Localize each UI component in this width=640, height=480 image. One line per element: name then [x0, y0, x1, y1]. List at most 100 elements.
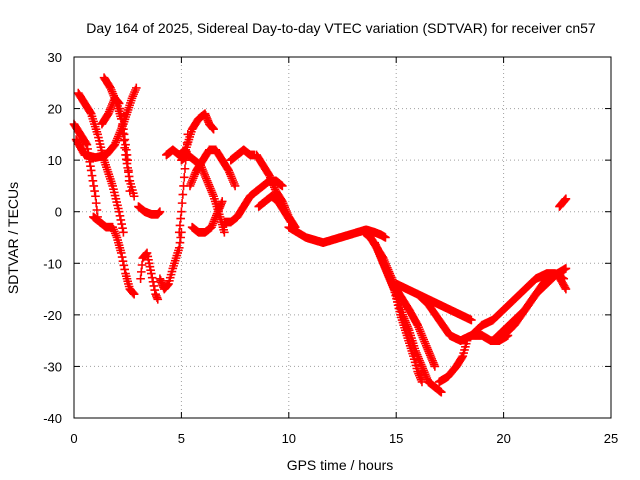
data-point: [129, 191, 139, 201]
chart-title: Day 164 of 2025, Sidereal Day-to-day VTE…: [86, 20, 596, 36]
series-track-3: [73, 88, 128, 237]
series-track-8: [134, 202, 165, 219]
data-point: [278, 181, 287, 191]
data-point: [381, 233, 390, 242]
grid-lines: [74, 57, 611, 418]
data-point: [113, 200, 122, 210]
x-tick-labels: 0 5 10 15 20 25: [70, 431, 618, 446]
series-track-2: [69, 119, 102, 222]
series-track-18: [254, 191, 296, 227]
data-point: [118, 256, 128, 266]
data-point: [177, 198, 187, 208]
data-point: [155, 207, 165, 217]
data-point: [153, 295, 163, 304]
series-track-22: [370, 238, 427, 387]
data-point: [111, 194, 121, 204]
data-point: [125, 186, 135, 196]
data-point: [147, 273, 157, 283]
data-point: [136, 274, 145, 284]
plot-frame: [73, 56, 612, 419]
data-point: [417, 377, 427, 387]
data-point: [430, 362, 440, 371]
data-point: [561, 264, 571, 273]
data-point: [89, 181, 99, 191]
data-point: [182, 138, 192, 148]
data-point: [108, 181, 117, 191]
data-point: [128, 288, 138, 298]
data-points: [69, 73, 571, 397]
series-track-9: [155, 228, 186, 294]
x-tick-label: 5: [178, 431, 185, 446]
data-point: [131, 83, 141, 93]
data-point: [117, 114, 126, 124]
data-point: [395, 307, 404, 316]
data-point: [98, 149, 107, 158]
data-point: [95, 139, 105, 149]
data-point: [114, 99, 124, 108]
data-point: [91, 191, 100, 201]
data-point: [147, 269, 156, 278]
data-point: [123, 155, 132, 165]
data-point: [88, 176, 98, 186]
axis-ticks: [73, 56, 612, 419]
data-point: [137, 260, 147, 270]
data-point: [148, 277, 158, 287]
data-point: [114, 204, 123, 213]
data-point: [86, 166, 96, 175]
data-point: [393, 300, 403, 310]
data-point: [180, 164, 190, 174]
data-point: [124, 166, 133, 175]
data-point: [175, 221, 185, 230]
data-point: [119, 228, 128, 237]
data-point: [94, 136, 104, 146]
data-point: [90, 186, 99, 196]
y-tick-label: 20: [48, 102, 62, 117]
data-point: [394, 304, 404, 313]
data-point: [119, 261, 129, 270]
data-point: [391, 291, 400, 300]
data-point: [118, 119, 127, 129]
data-point: [98, 152, 108, 162]
data-point: [129, 289, 139, 299]
x-axis-label: GPS time / hours: [287, 457, 394, 473]
data-point: [390, 287, 400, 297]
data-point: [117, 219, 126, 229]
data-point: [112, 197, 121, 207]
data-point: [137, 267, 146, 277]
y-tick-label: 10: [48, 153, 62, 168]
data-point: [96, 142, 106, 152]
data-point: [457, 353, 467, 362]
data-point: [116, 109, 126, 119]
data-point: [97, 146, 106, 155]
data-point: [392, 294, 401, 304]
y-tick-label: -10: [43, 256, 62, 271]
data-point: [114, 207, 124, 217]
data-point: [176, 214, 185, 223]
data-point: [94, 133, 103, 142]
data-point: [149, 281, 159, 291]
y-tick-label: -40: [43, 411, 62, 426]
data-point: [467, 315, 476, 325]
data-point: [93, 130, 102, 139]
series-track-12: [177, 150, 229, 237]
data-point: [115, 211, 125, 221]
series-track-6: [97, 93, 135, 196]
y-tick-label: 30: [48, 50, 62, 65]
data-point: [118, 223, 127, 233]
data-point: [109, 188, 119, 197]
data-point: [220, 228, 229, 237]
data-point: [91, 198, 101, 208]
data-point: [81, 139, 91, 148]
data-point: [115, 104, 125, 113]
x-tick-label: 20: [496, 431, 510, 446]
series-track-14: [185, 145, 240, 191]
data-point: [117, 252, 127, 262]
data-point: [174, 228, 184, 237]
series-track-29: [499, 269, 571, 340]
data-point: [392, 297, 402, 307]
x-tick-label: 10: [282, 431, 296, 446]
x-tick-label: 15: [389, 431, 403, 446]
x-tick-label: 25: [604, 431, 618, 446]
y-tick-labels: -40 -30 -20 -10 0 10 20 30: [43, 50, 62, 426]
series-track-15: [220, 176, 287, 227]
